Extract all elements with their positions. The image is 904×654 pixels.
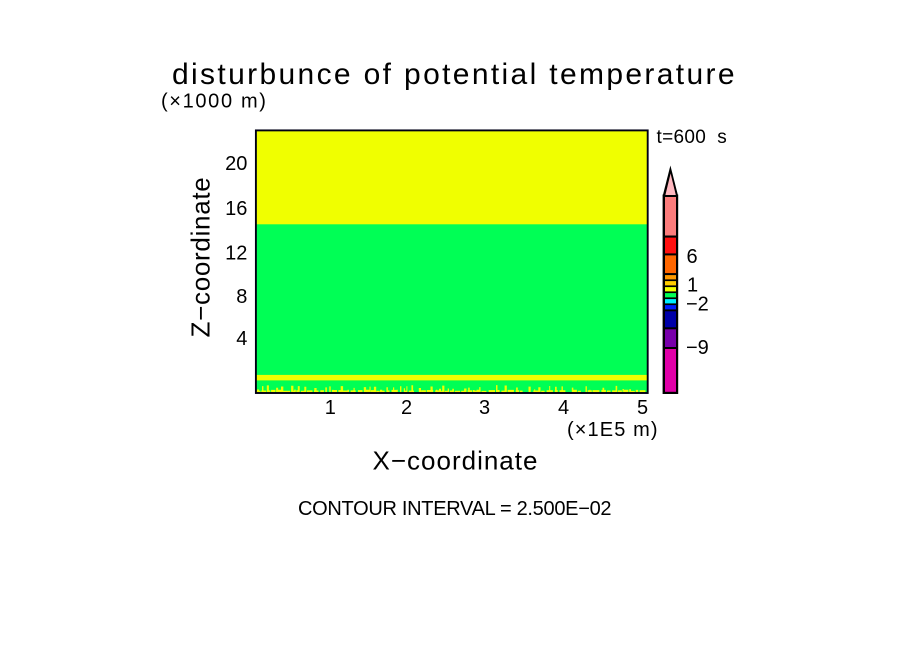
svg-text:−9: −9 — [686, 337, 709, 359]
svg-text:−2: −2 — [686, 294, 709, 316]
svg-text:t=600 s: t=600 s — [657, 127, 728, 148]
svg-text:2: 2 — [401, 397, 412, 419]
svg-text:1: 1 — [325, 397, 336, 419]
svg-text:disturbunce of potential tempe: disturbunce of potential temperature — [172, 58, 737, 91]
svg-text:12: 12 — [225, 242, 247, 264]
svg-text:Z−coordinate: Z−coordinate — [186, 177, 216, 338]
svg-text:16: 16 — [225, 198, 247, 220]
svg-text:5: 5 — [637, 397, 648, 419]
svg-text:(×1000 m): (×1000 m) — [161, 91, 268, 113]
svg-text:X−coordinate: X−coordinate — [373, 446, 539, 476]
svg-text:4: 4 — [236, 328, 247, 350]
svg-text:20: 20 — [225, 153, 247, 175]
svg-text:3: 3 — [479, 397, 490, 419]
svg-text:8: 8 — [236, 286, 247, 308]
svg-text:(×1E5 m): (×1E5 m) — [567, 419, 659, 441]
svg-text:6: 6 — [687, 246, 698, 268]
svg-text:CONTOUR INTERVAL = 2.500E−02: CONTOUR INTERVAL = 2.500E−02 — [298, 498, 611, 520]
svg-text:4: 4 — [558, 397, 569, 419]
svg-text:1: 1 — [687, 275, 698, 297]
